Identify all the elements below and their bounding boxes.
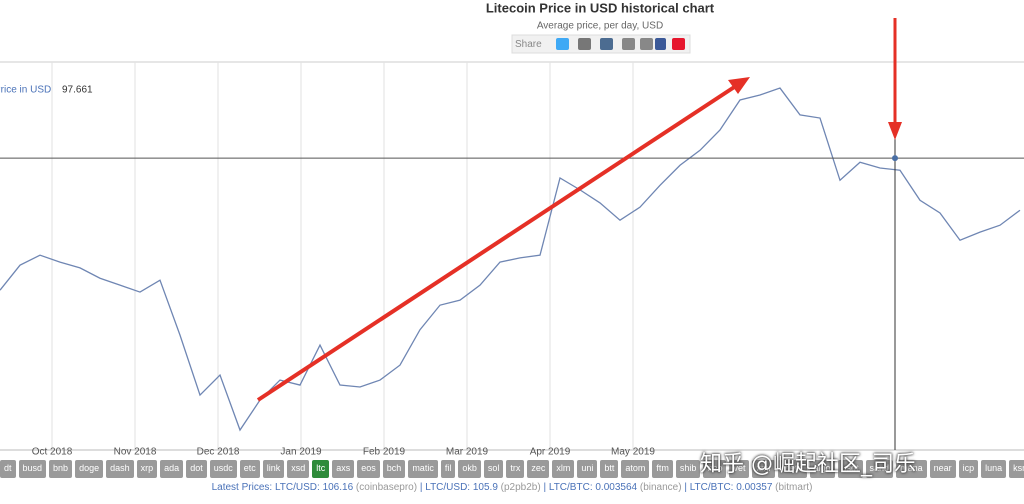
price: 105.9	[467, 482, 498, 493]
coin-tab[interactable]: xsd	[287, 460, 310, 478]
coin-tab[interactable]: theta	[778, 460, 807, 478]
x-tick-label: Mar 2019	[446, 447, 489, 458]
coin-tab[interactable]: xmr	[752, 460, 776, 478]
coin-tab[interactable]: shib	[675, 460, 701, 478]
coin-tab[interactable]: bch	[382, 460, 406, 478]
share-like[interactable]	[622, 38, 635, 50]
chart: Litecoin Price in USD historical chart A…	[0, 0, 1024, 458]
coin-tabs: dt busd bnb doge dash xrp ada dot usdc etc link xsd…	[0, 460, 1024, 478]
coin-tab[interactable]: dt	[0, 460, 16, 478]
pair: LTC/USD	[425, 482, 468, 493]
coin-tab[interactable]: etc	[239, 460, 260, 478]
coin-tab[interactable]: atom	[621, 460, 650, 478]
coin-tab[interactable]: xlm	[552, 460, 575, 478]
coin-tab[interactable]: bnb	[49, 460, 73, 478]
annotation-arrow	[256, 78, 747, 402]
coin-tab[interactable]: usdt	[837, 460, 863, 478]
coin-tab[interactable]: zec	[527, 460, 550, 478]
vertical-grid	[51, 62, 634, 450]
coin-tab[interactable]: mana	[896, 460, 927, 478]
x-tick-label: Feb 2019	[363, 447, 406, 458]
share-facebook[interactable]	[655, 38, 666, 50]
coin-tab[interactable]: btt	[600, 460, 619, 478]
coin-tab[interactable]: eos	[357, 460, 380, 478]
x-tick-label: May 2019	[611, 447, 655, 458]
share-weibo[interactable]	[672, 38, 685, 50]
coin-tab[interactable]: near	[929, 460, 956, 478]
latest-prices-label: Latest Prices:	[211, 482, 273, 493]
coin-tab[interactable]: matic	[408, 460, 438, 478]
coin-tab[interactable]: ftm	[652, 460, 673, 478]
price-line	[0, 87, 1021, 432]
share-ok[interactable]	[640, 38, 653, 50]
coin-tab[interactable]: okb	[458, 460, 481, 478]
coin-tab[interactable]: doge	[75, 460, 104, 478]
x-tick-label: Nov 2018	[114, 447, 157, 458]
coin-tab[interactable]: sand	[865, 460, 894, 478]
price-item: LTC/BTC0.00357bitmart	[682, 482, 813, 493]
latest-prices: Latest Prices:LTC/USD106.16coinbaseproLT…	[0, 482, 1024, 493]
coin-tab[interactable]: neo	[703, 460, 727, 478]
coin-tab[interactable]: axs	[332, 460, 355, 478]
exchange: binance	[637, 482, 681, 493]
price: 106.16	[317, 482, 353, 493]
coin-tab[interactable]: trx	[506, 460, 525, 478]
share-reddit[interactable]	[578, 38, 591, 50]
exchange: p2pb2b	[498, 482, 541, 493]
coin-tab[interactable]: luna	[981, 460, 1007, 478]
x-tick-label: Jan 2019	[280, 447, 322, 458]
coin-tab[interactable]: busd	[18, 460, 47, 478]
price-item: LTC/USD105.9p2pb2b	[417, 482, 541, 493]
coin-tab[interactable]: sol	[483, 460, 504, 478]
share-vk[interactable]	[600, 38, 613, 50]
x-tick-label: Apr 2019	[530, 447, 571, 458]
pair: LTC/USD	[274, 482, 317, 493]
annotation-arrowhead-down	[888, 122, 902, 140]
annotation-arrowhead	[728, 77, 750, 94]
crosshair-value: 97.661	[62, 85, 93, 96]
share-twitter[interactable]	[556, 38, 569, 50]
pair: LTC/BTC	[548, 482, 590, 493]
coin-tab[interactable]: link	[262, 460, 285, 478]
pair: LTC/BTC	[689, 482, 731, 493]
price: 0.00357	[731, 482, 773, 493]
coin-tab[interactable]: ksm	[1009, 460, 1024, 478]
x-tick-label: Oct 2018	[32, 447, 73, 458]
price-item: LTC/BTC0.003564binance	[541, 482, 682, 493]
coin-tab[interactable]: icp	[958, 460, 979, 478]
crosshair-label: Price in USD	[0, 85, 51, 96]
exchange: coinbasepro	[353, 482, 417, 493]
coin-tab[interactable]: dot	[186, 460, 207, 478]
coin-tab[interactable]: uni	[577, 460, 598, 478]
coin-tab[interactable]: usdc	[209, 460, 237, 478]
coin-tab[interactable]: ltc	[312, 460, 330, 478]
exchange: bitmart	[772, 482, 812, 493]
coin-tab[interactable]: xrp	[136, 460, 158, 478]
share-label: Share	[515, 39, 542, 50]
coin-tab[interactable]: ada	[160, 460, 184, 478]
price: 0.003564	[590, 482, 637, 493]
crosshair-point	[892, 155, 898, 162]
coin-tab[interactable]: vet	[729, 460, 750, 478]
chart-subtitle: Average price, per day, USD	[537, 21, 663, 32]
plot-area	[0, 87, 1021, 432]
x-tick-label: Dec 2018	[197, 447, 240, 458]
coin-tab[interactable]: algo	[809, 460, 835, 478]
coin-tab[interactable]: fil	[440, 460, 456, 478]
coin-tab[interactable]: dash	[106, 460, 134, 478]
chart-title: Litecoin Price in USD historical chart	[486, 0, 715, 15]
watermark: 知乎 @崛起社区_司乐	[700, 452, 916, 477]
price-item: LTC/USD106.16coinbasepro	[275, 482, 417, 493]
